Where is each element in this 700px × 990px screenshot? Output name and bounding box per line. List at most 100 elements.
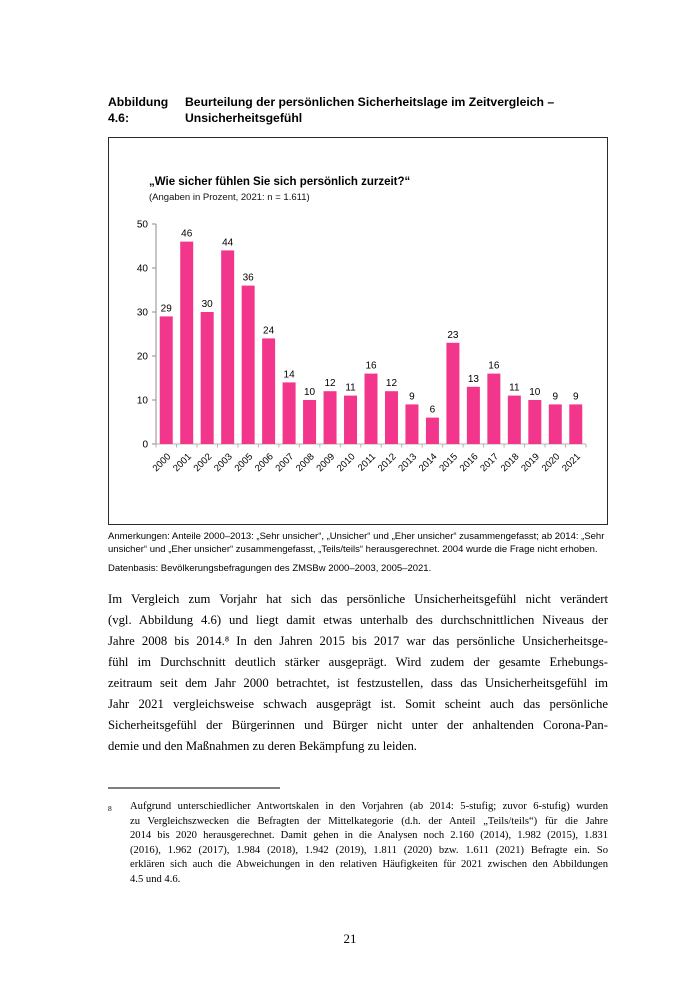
x-tick-label: 2011: [356, 451, 378, 473]
figure-heading: Abbildung 4.6: Beurteilung der persönlic…: [108, 95, 620, 126]
anmerkungen-line: Anmerkungen: Anteile 2000–2013: „Sehr un…: [108, 531, 605, 542]
figure-title: Beurteilung der persönlichen Sicherheits…: [185, 95, 620, 126]
footnote-text: Aufgrund unterschiedlicher Antwortskalen…: [130, 800, 608, 887]
figure-title-line: Beurteilung der persönlichen Sicherheits…: [185, 95, 555, 109]
bar-value-label: 36: [243, 273, 255, 284]
y-tick-label: 20: [137, 352, 149, 363]
x-tick-label: 2014: [417, 451, 440, 474]
bar-value-label: 24: [263, 325, 275, 336]
y-tick-label: 10: [137, 396, 149, 407]
footnote-line: 2014 bis 2020 herausgerechnet. Damit geh…: [130, 830, 608, 841]
bar-value-label: 10: [529, 387, 541, 398]
bar-value-label: 29: [161, 303, 173, 314]
y-tick-label: 40: [137, 264, 149, 275]
body-line: demie und den Maßnahmen zu deren Bekämpf…: [108, 739, 417, 753]
bar: [323, 391, 337, 444]
y-tick-label: 30: [137, 308, 149, 319]
body-line: fühl im Durchschnitt deutlich stärker au…: [108, 655, 608, 669]
body-line: (vgl. Abbildung 4.6) und liegt damit etw…: [108, 613, 608, 627]
bar: [241, 285, 255, 444]
x-tick-label: 2019: [519, 451, 542, 474]
footnote-line: zu Vergleichszwecken die Befragten der M…: [130, 815, 608, 827]
bar-value-label: 16: [365, 361, 377, 372]
x-tick-label: 2009: [314, 451, 337, 474]
bar-value-label: 11: [345, 383, 356, 394]
bar: [384, 391, 398, 444]
anmerkungen-line: unsicher“ und „Eher unsicher“ zusammenge…: [108, 544, 598, 555]
bar-value-label: 23: [447, 330, 459, 341]
y-tick-label: 50: [137, 220, 149, 231]
bar: [466, 386, 480, 444]
x-tick-label: 2012: [376, 451, 399, 474]
x-tick-label: 2016: [458, 451, 481, 474]
chart-notes: Anmerkungen: Anteile 2000–2013: „Sehr un…: [108, 530, 613, 575]
bar-value-label: 46: [181, 229, 193, 240]
bar: [507, 395, 521, 444]
y-tick-label: 0: [142, 440, 148, 451]
bar: [262, 338, 276, 444]
x-tick-label: 2020: [540, 451, 563, 474]
bar: [303, 400, 317, 444]
bar: [282, 382, 296, 444]
x-tick-label: 2005: [233, 451, 256, 474]
x-tick-label: 2015: [437, 451, 460, 474]
bar: [528, 400, 542, 444]
x-tick-label: 2007: [273, 451, 296, 474]
x-tick-label: 2002: [192, 451, 215, 474]
x-tick-label: 2003: [212, 451, 235, 474]
bar-value-label: 12: [386, 378, 398, 389]
body-line: zeitraum seit dem Jahr 2000 betrachtet, …: [108, 676, 608, 690]
footnote-marker: 8: [108, 804, 112, 813]
x-tick-label: 2013: [396, 451, 419, 474]
footnote-line: 4.5 und 4.6.: [130, 873, 181, 885]
x-tick-label: 2021: [560, 451, 583, 474]
body-line: Im Vergleich zum Vorjahr hat sich das pe…: [108, 592, 608, 606]
bar: [180, 241, 194, 444]
bar: [548, 404, 562, 444]
bar-value-label: 12: [324, 378, 336, 389]
page-number: 21: [343, 931, 357, 946]
bar: [425, 417, 439, 444]
bar: [405, 404, 419, 444]
datenbasis: Datenbasis: Bevölkerungsbefragungen des …: [108, 563, 432, 574]
body-line: Jahr 2021 vergleichsweise schwach ausgep…: [108, 697, 608, 711]
bar-value-label: 13: [468, 374, 480, 385]
chart-title: „Wie sicher fühlen Sie sich persönlich z…: [149, 176, 411, 188]
chart-svg: 0 10 20 30 40 50 29 2000 46 2001 30 2002 44 2003 36 200…: [137, 220, 587, 474]
figure-label: Abbildung 4.6:: [108, 95, 169, 125]
footnote-line: (2016), 1.962 (2017), 1.984 (2018), 1.94…: [130, 844, 608, 856]
bar-value-label: 16: [488, 361, 500, 372]
bar-value-label: 9: [553, 391, 559, 402]
bar: [364, 373, 378, 444]
body-paragraph: Im Vergleich zum Vorjahr hat sich das pe…: [108, 589, 608, 757]
x-tick-label: 2017: [478, 451, 501, 474]
body-line: Sicherheitsgefühl der Bürgerinnen und Bü…: [108, 718, 608, 732]
bar-value-label: 9: [573, 391, 579, 402]
chart-subtitle: (Angaben in Prozent, 2021: n = 1.611): [149, 192, 310, 203]
footnote: 8 Aufgrund unterschiedlicher Antwortskal…: [108, 800, 608, 887]
bar-value-label: 9: [409, 391, 415, 402]
anmerkungen: Anmerkungen: Anteile 2000–2013: „Sehr un…: [108, 530, 613, 556]
bar: [446, 342, 460, 444]
x-tick-label: 2010: [335, 451, 358, 474]
bar: [200, 312, 214, 444]
bar: [221, 250, 235, 444]
bar: [344, 395, 358, 444]
footnote-line: Aufgrund unterschiedlicher Antwortskalen…: [130, 801, 608, 812]
body-line: Jahre 2008 bis 2014.⁸ In den Jahren 2015…: [108, 634, 608, 648]
chart-frame: 0 10 20 30 40 50 29 2000 46 2001 30 2002 44 2003 36 200…: [108, 137, 608, 525]
bar: [487, 373, 501, 444]
bar-value-label: 14: [284, 369, 296, 380]
bar-value-label: 11: [509, 383, 520, 394]
bar-value-label: 6: [430, 405, 436, 416]
footnote-line: erklären sich auch die Abweichungen in d…: [130, 859, 608, 870]
x-tick-label: 2008: [294, 451, 317, 474]
x-tick-label: 2000: [151, 451, 174, 474]
bar: [159, 316, 173, 444]
x-tick-label: 2001: [171, 451, 194, 474]
figure-title-line: Unsicherheitsgefühl: [185, 110, 303, 125]
bar: [569, 404, 583, 444]
bar-value-label: 44: [222, 237, 234, 248]
x-tick-label: 2018: [499, 451, 522, 474]
